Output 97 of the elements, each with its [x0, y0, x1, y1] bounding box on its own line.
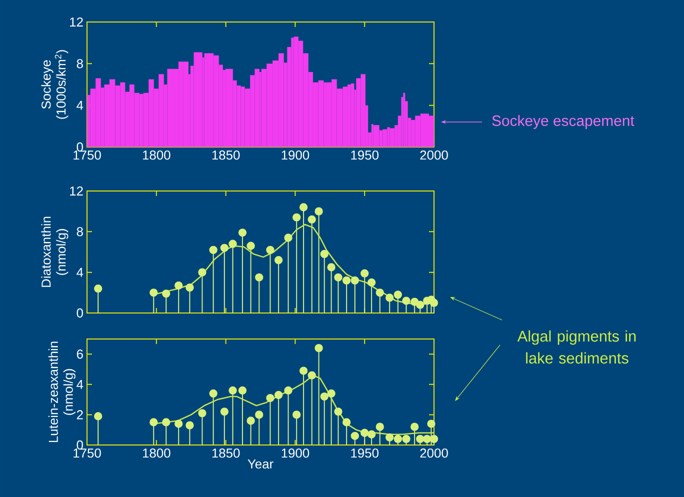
point [327, 263, 336, 272]
point [209, 246, 218, 254]
point [422, 434, 432, 444]
point [320, 250, 328, 258]
point [367, 278, 376, 287]
point [416, 434, 424, 444]
y-tick-label: 12 [70, 186, 83, 196]
x-tick-label: 1950 [351, 150, 379, 160]
x-tick-label: 1800 [142, 448, 170, 458]
point [174, 281, 183, 290]
point [174, 420, 183, 428]
point [402, 434, 410, 444]
point [314, 344, 323, 352]
point [394, 434, 402, 444]
point [402, 296, 410, 305]
y-tick-label: 2 [76, 410, 83, 420]
y-tick-label: 8 [76, 59, 83, 68]
point [299, 203, 308, 212]
y-axis-title: Lutein-zeaxanthin (nmol/g) [48, 342, 76, 442]
x-tick-label: 2000 [420, 448, 448, 458]
point [394, 290, 402, 299]
point [162, 418, 170, 426]
point [427, 420, 436, 428]
y-tick-label: 0 [76, 308, 83, 318]
x-axis-title: Year [248, 460, 274, 469]
point [350, 276, 359, 285]
point [410, 422, 419, 431]
point [334, 273, 342, 282]
y-tick-label: 4 [76, 380, 84, 389]
text: Algal pigments in lake sediments [517, 330, 636, 364]
point [274, 390, 283, 400]
point [320, 392, 328, 401]
x-tick-label: 1750 [74, 150, 101, 160]
point [284, 234, 292, 242]
y-tick-label: 12 [70, 17, 83, 27]
point [209, 389, 218, 398]
x-tick-label: 1800 [142, 150, 170, 160]
point [367, 430, 376, 438]
point [342, 276, 351, 285]
point [220, 408, 229, 416]
point [327, 389, 336, 398]
y-axis-title: Diatoxanthin (nmol/g) [41, 216, 68, 287]
y-axis-title: Sockeye (1000s/km$^{2}$) [41, 50, 68, 119]
y-tick-label: 6 [76, 350, 83, 359]
point [334, 408, 342, 416]
point [255, 410, 264, 419]
point [228, 240, 237, 248]
point [360, 269, 369, 278]
text: Sockeye escapement [492, 115, 634, 129]
y-tick-label: 4 [76, 100, 84, 110]
point [246, 416, 255, 425]
point [198, 268, 206, 276]
point [299, 366, 308, 375]
point [386, 433, 394, 442]
point [284, 386, 292, 395]
point [150, 288, 158, 297]
point [386, 294, 394, 302]
x-tick-label: 1900 [282, 448, 310, 458]
y-tick-label: 8 [76, 227, 83, 236]
point [342, 418, 351, 426]
point [430, 434, 438, 444]
point [430, 298, 438, 307]
point [314, 207, 323, 216]
y-tick-label: 0 [76, 142, 83, 152]
y-tick-label: 0 [76, 440, 83, 450]
point [186, 421, 194, 430]
point [274, 256, 283, 264]
x-tick-label: 1750 [74, 448, 101, 458]
point [376, 288, 384, 297]
point [186, 283, 194, 292]
x-tick-label: 1850 [212, 150, 240, 160]
point [198, 409, 206, 418]
point [220, 244, 229, 252]
x-tick-label: 1900 [282, 150, 310, 160]
point [94, 284, 102, 293]
point [360, 428, 369, 437]
point [292, 213, 301, 222]
point [238, 228, 247, 237]
point [416, 300, 424, 309]
point [255, 273, 264, 282]
point [266, 394, 274, 402]
point [246, 242, 255, 250]
point [238, 386, 247, 395]
y-tick-label: 4 [76, 268, 84, 277]
point [162, 290, 170, 298]
point [266, 246, 274, 254]
point [150, 418, 158, 426]
x-tick-label: 2000 [420, 150, 448, 160]
point [308, 215, 316, 224]
point [350, 432, 359, 440]
point [228, 386, 237, 395]
point [292, 410, 301, 419]
point [308, 371, 316, 380]
x-tick-label: 1950 [351, 448, 379, 458]
point [376, 422, 384, 431]
point [94, 412, 102, 420]
x-tick-label: 1850 [212, 448, 240, 458]
